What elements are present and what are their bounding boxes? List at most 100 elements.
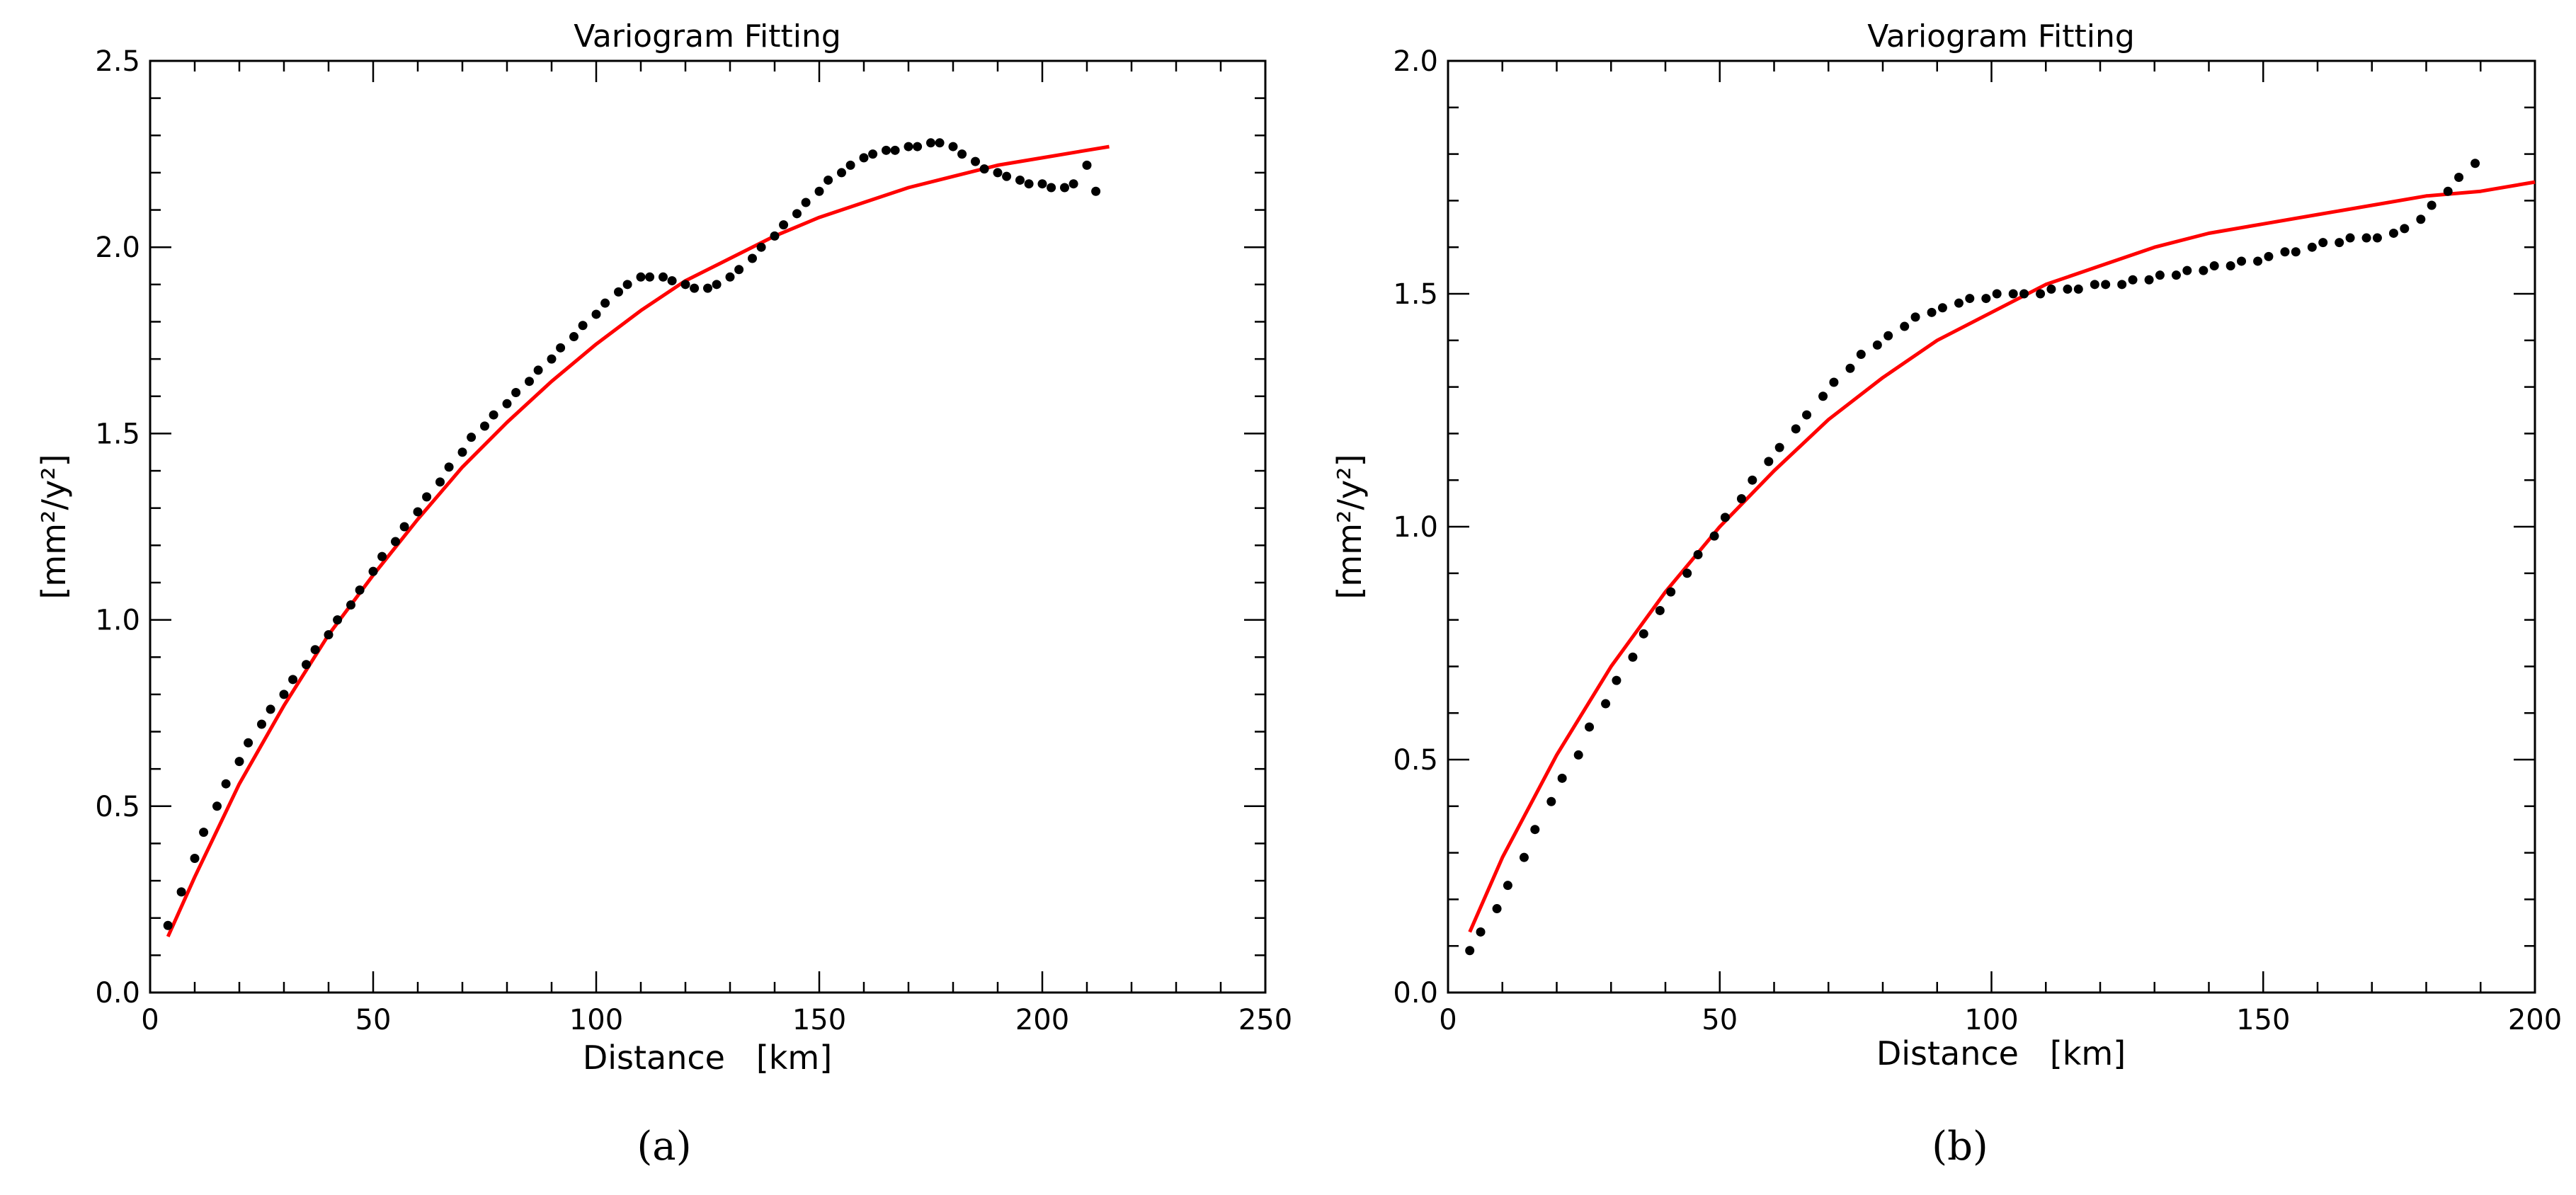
y-axis-label: [mm²/y²]: [1330, 454, 1369, 599]
empirical-point: [511, 387, 521, 397]
empirical-point: [1748, 475, 1757, 485]
empirical-point: [176, 887, 186, 897]
x-tick-label: 200: [2508, 1004, 2562, 1036]
x-tick-label: 200: [1015, 1004, 1069, 1036]
empirical-point: [346, 600, 355, 610]
empirical-point: [1791, 424, 1801, 434]
empirical-point: [1519, 852, 1529, 862]
empirical-point: [2199, 265, 2209, 275]
empirical-point: [1492, 904, 1502, 914]
y-tick-label: 1.0: [1393, 511, 1438, 544]
empirical-point: [355, 585, 365, 595]
empirical-point: [2416, 215, 2426, 224]
y-tick-label: 2.0: [95, 231, 140, 264]
empirical-point: [734, 265, 744, 275]
empirical-point: [667, 276, 677, 286]
empirical-point: [926, 138, 935, 148]
y-tick-label: 1.0: [95, 605, 140, 637]
y-tick-label: 0.5: [95, 791, 140, 823]
chart-panel-b: 0 50 100 150 200 0.0 0.5 1.0 1.5 2.0 Variogram Fi…: [1330, 18, 2562, 1170]
chart-title: Variogram Fitting: [574, 18, 841, 55]
empirical-point: [2335, 238, 2344, 248]
empirical-point: [435, 477, 445, 487]
empirical-point: [1465, 946, 1475, 956]
empirical-point: [1736, 494, 1746, 504]
empirical-point: [622, 280, 632, 290]
empirical-point: [845, 160, 855, 170]
empirical-point: [266, 704, 275, 714]
x-tick-label: 250: [1238, 1004, 1292, 1036]
empirical-point: [748, 253, 757, 263]
empirical-point: [1693, 549, 1703, 559]
empirical-point: [645, 272, 655, 282]
empirical-point: [2073, 284, 2083, 294]
empirical-point: [1068, 179, 1078, 189]
empirical-point: [2209, 261, 2219, 271]
empirical-point: [1047, 183, 1056, 193]
y-tick-label: 1.5: [1393, 278, 1438, 311]
empirical-point: [1954, 298, 1964, 308]
empirical-point: [1883, 331, 1893, 341]
empirical-point: [234, 757, 244, 767]
empirical-point: [957, 149, 967, 159]
y-tick-label: 1.5: [95, 418, 140, 450]
empirical-point: [2155, 270, 2165, 280]
empirical-point: [1764, 457, 1774, 467]
x-axis-label: Distance [km]: [583, 1039, 832, 1077]
empirical-point: [2361, 233, 2371, 243]
empirical-point: [2318, 238, 2328, 248]
empirical-point: [2182, 265, 2192, 275]
empirical-point: [591, 309, 601, 319]
y-tick-label: 2.0: [1393, 45, 1438, 78]
empirical-point: [525, 377, 534, 387]
empirical-point: [377, 551, 387, 561]
empirical-point: [2253, 256, 2263, 266]
empirical-point: [1666, 587, 1676, 597]
empirical-point: [1856, 350, 1866, 360]
empirical-point: [533, 365, 543, 375]
x-tick-label: 100: [1964, 1004, 2018, 1036]
empirical-point: [480, 421, 489, 431]
empirical-point: [1628, 652, 1638, 662]
x-tick-label: 150: [792, 1004, 846, 1036]
empirical-point: [1655, 605, 1665, 615]
tick-labels: 0 50 100 150 200 0.0 0.5 1.0 1.5 2.0: [1393, 45, 2562, 1036]
y-tick-label: 0.0: [95, 977, 140, 1010]
empirical-point: [1601, 699, 1611, 709]
empirical-point: [1965, 294, 1975, 304]
empirical-point: [2036, 289, 2046, 299]
empirical-point: [690, 283, 700, 293]
empirical-point: [190, 853, 200, 863]
empirical-point: [310, 645, 320, 655]
empirical-point: [2128, 275, 2138, 285]
plot-frame: [149, 59, 1267, 994]
empirical-point: [1476, 927, 1486, 937]
empirical-point: [2470, 159, 2480, 168]
empirical-point: [712, 280, 722, 290]
empirical-point: [578, 321, 588, 331]
empirical-point: [502, 399, 512, 408]
empirical-point: [444, 462, 454, 472]
panel-label-b: (b): [1932, 1123, 1988, 1170]
empirical-point: [600, 298, 610, 308]
empirical-point: [971, 156, 980, 166]
panel-label-a: (a): [637, 1123, 691, 1170]
empirical-point: [1937, 303, 1947, 313]
empirical-point: [288, 675, 298, 685]
empirical-point: [2280, 247, 2290, 257]
empirical-point: [659, 272, 668, 282]
empirical-point: [1720, 513, 1730, 522]
empirical-point: [2307, 242, 2317, 252]
fitted-model-line: [166, 144, 1110, 938]
empirical-point: [1557, 773, 1567, 783]
empirical-point: [1024, 179, 1034, 189]
fitted-line-group: [166, 144, 1110, 938]
empirical-point: [413, 507, 423, 517]
empirical-point: [467, 433, 477, 442]
empirical-point: [814, 186, 824, 196]
empirical-point: [1612, 675, 1622, 685]
y-tick-label: 0.0: [1393, 977, 1438, 1010]
empirical-point: [2291, 247, 2301, 257]
empirical-point: [368, 566, 378, 576]
y-axis-label: [mm²/y²]: [35, 454, 73, 599]
